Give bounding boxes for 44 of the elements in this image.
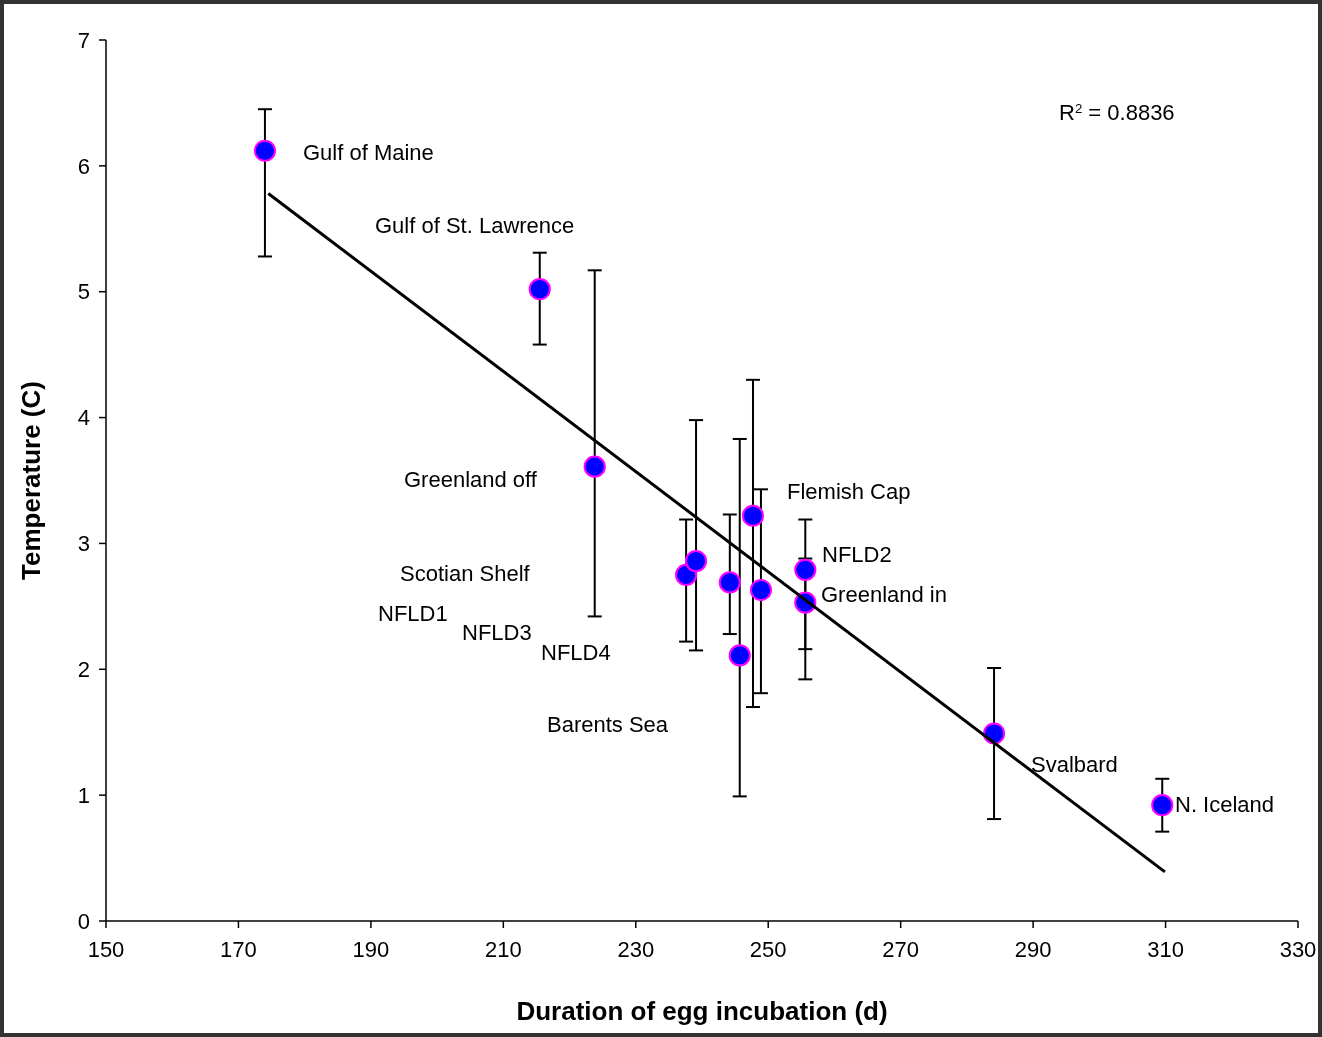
y-tick-label: 3 — [77, 531, 90, 557]
annotation: NFLD3 — [462, 619, 532, 645]
y-axis-title: Temperature (C) — [16, 381, 46, 580]
x-tick-label: 310 — [1147, 937, 1184, 962]
point — [1151, 794, 1174, 817]
x-tick-label: 190 — [352, 937, 390, 962]
y-tick-label: 1 — [77, 782, 90, 808]
point — [684, 549, 708, 573]
x-axis-title: Duration of egg incubation (d) — [516, 996, 888, 1026]
annotation: NFLD2 — [822, 541, 892, 567]
point — [794, 558, 817, 581]
annotation: Scotian Shelf — [400, 560, 531, 586]
y-tick-label: 6 — [77, 153, 90, 179]
annotation: Greenland in — [821, 581, 947, 607]
annotation: Barents Sea — [547, 711, 669, 737]
annotation: Gulf of St. Lawrence — [375, 212, 575, 238]
x-tick-label: 330 — [1279, 937, 1317, 962]
annotation: Svalbard — [1031, 751, 1118, 777]
annotation: NFLD4 — [541, 639, 611, 665]
annotation: Gulf of Maine — [303, 139, 434, 165]
point — [741, 504, 765, 527]
annotation: N. Iceland — [1175, 791, 1275, 817]
point — [749, 578, 773, 602]
x-tick-label: 150 — [87, 937, 125, 962]
x-tick-label: 270 — [882, 937, 920, 962]
y-tick-label: 4 — [77, 405, 90, 431]
x-tick-label: 170 — [220, 937, 257, 962]
y-tick-label: 2 — [77, 656, 90, 682]
x-tick-label: 230 — [617, 937, 655, 962]
point — [528, 278, 551, 301]
point — [718, 571, 741, 594]
point — [253, 139, 277, 162]
y-tick-label: 7 — [77, 27, 90, 53]
x-tick-label: 290 — [1014, 937, 1052, 962]
x-tick-label: 250 — [749, 937, 787, 962]
annotation: Flemish Cap — [787, 478, 911, 504]
x-tick-label: 210 — [484, 937, 522, 962]
annotation: R$^{2}$ = 0.8836 — [1059, 99, 1175, 125]
y-tick-label: 0 — [77, 908, 90, 934]
annotation: NFLD1 — [378, 600, 448, 626]
annotation: Greenland off — [404, 466, 538, 492]
y-tick-label: 5 — [77, 279, 90, 305]
point — [583, 455, 606, 478]
point — [728, 644, 751, 667]
